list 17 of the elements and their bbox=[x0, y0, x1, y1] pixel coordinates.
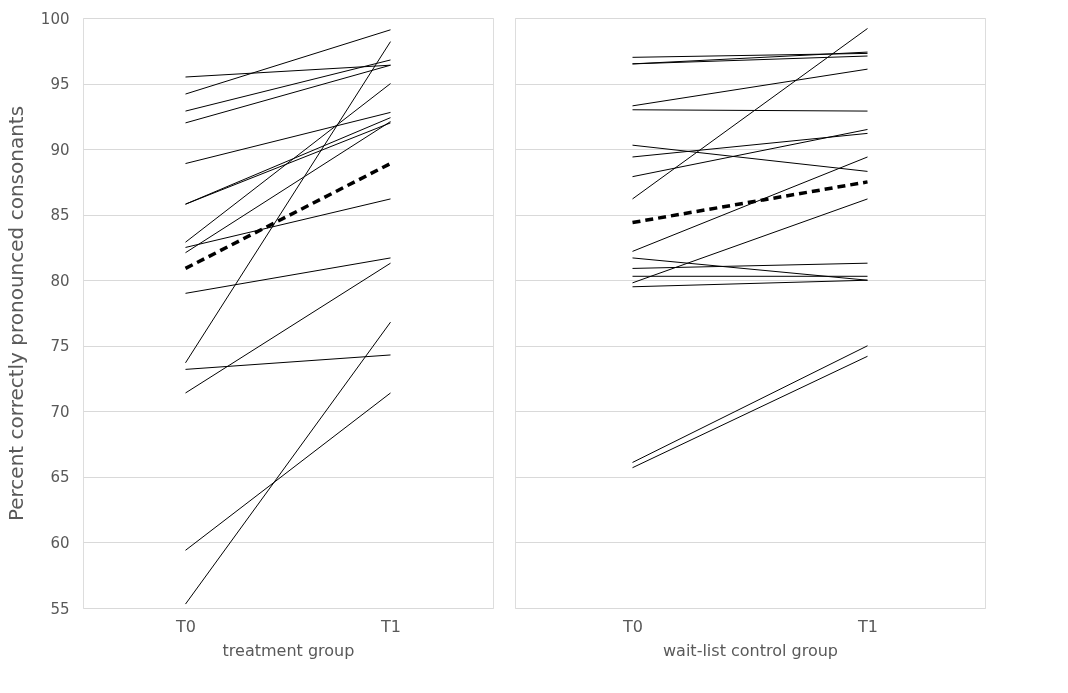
y-tick-label: 75 bbox=[50, 337, 70, 356]
y-tick-label: 95 bbox=[50, 75, 70, 94]
y-tick-label: 80 bbox=[50, 271, 70, 290]
y-tick-label: 60 bbox=[50, 533, 70, 552]
y-tick-label: 70 bbox=[50, 402, 70, 421]
y-tick-label: 55 bbox=[50, 599, 70, 618]
y-tick-label: 65 bbox=[50, 468, 70, 487]
x-tick-label: T1 bbox=[857, 616, 878, 636]
x-tick-label: T1 bbox=[380, 616, 401, 636]
y-tick-label: 100 bbox=[40, 9, 70, 28]
x-axis-title: treatment group bbox=[222, 640, 355, 660]
y-tick-label: 90 bbox=[50, 140, 70, 159]
x-tick-label: T0 bbox=[175, 616, 196, 636]
x-axis-title: wait-list control group bbox=[663, 640, 838, 660]
y-axis-title: Percent correctly pronounced consonants bbox=[3, 105, 28, 522]
x-tick-label: T0 bbox=[622, 616, 643, 636]
y-tick-label: 85 bbox=[50, 206, 70, 225]
